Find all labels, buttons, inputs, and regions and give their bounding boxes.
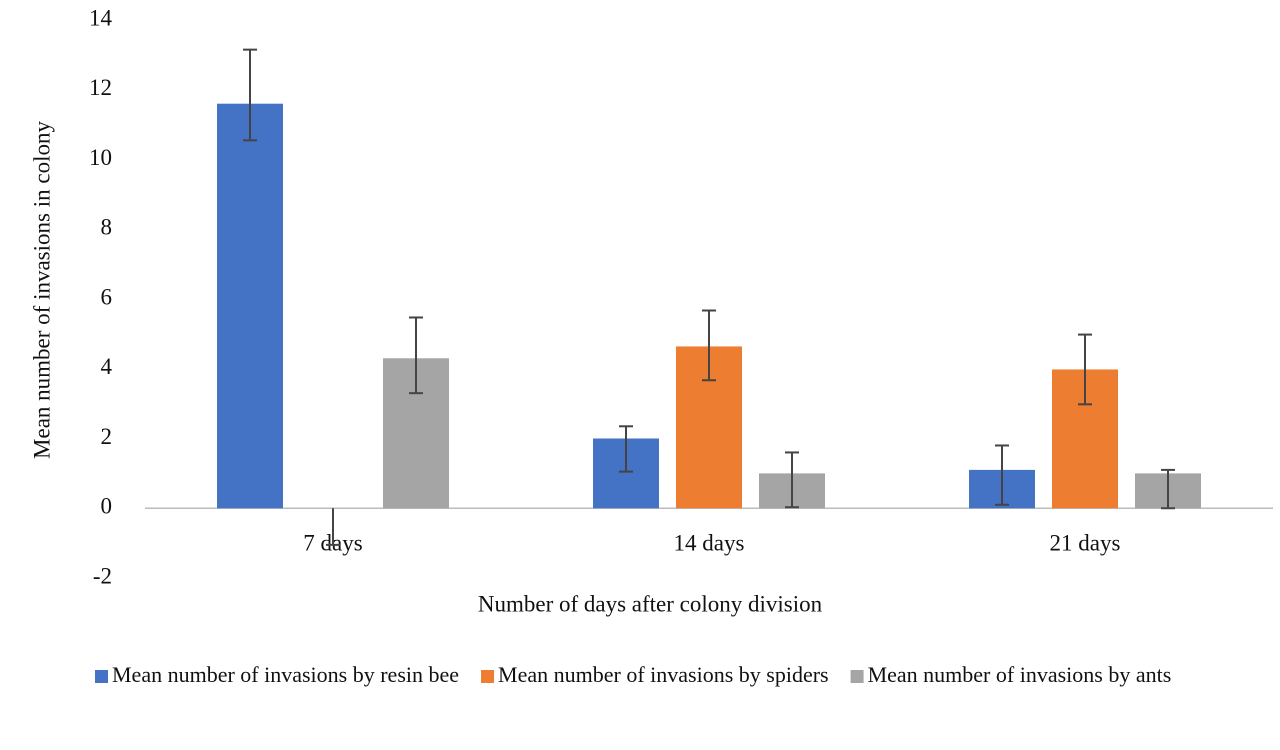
y-tick-label: 6 <box>101 284 113 309</box>
legend-swatch <box>95 670 108 683</box>
y-tick-label: 8 <box>101 215 113 240</box>
y-tick-label: 14 <box>89 5 113 30</box>
x-axis-label: Number of days after colony division <box>478 591 823 616</box>
y-tick-label: 2 <box>101 424 113 449</box>
legend-label: Mean number of invasions by ants <box>868 662 1172 687</box>
y-tick-label: -2 <box>93 563 112 588</box>
y-axis-label: Mean number of invasions in colony <box>29 121 54 459</box>
y-tick-label: 4 <box>101 354 113 379</box>
bar <box>217 103 283 509</box>
y-tick-label: 0 <box>101 494 113 519</box>
legend-label: Mean number of invasions by resin bee <box>112 662 459 687</box>
legend-swatch <box>481 670 495 683</box>
y-tick-label: 10 <box>89 145 112 170</box>
y-tick-label: 12 <box>89 75 112 100</box>
x-tick-label: 14 days <box>674 530 745 555</box>
legend-swatch <box>850 670 864 683</box>
legend-label: Mean number of invasions by spiders <box>498 662 829 687</box>
x-tick-label: 21 days <box>1050 530 1121 555</box>
